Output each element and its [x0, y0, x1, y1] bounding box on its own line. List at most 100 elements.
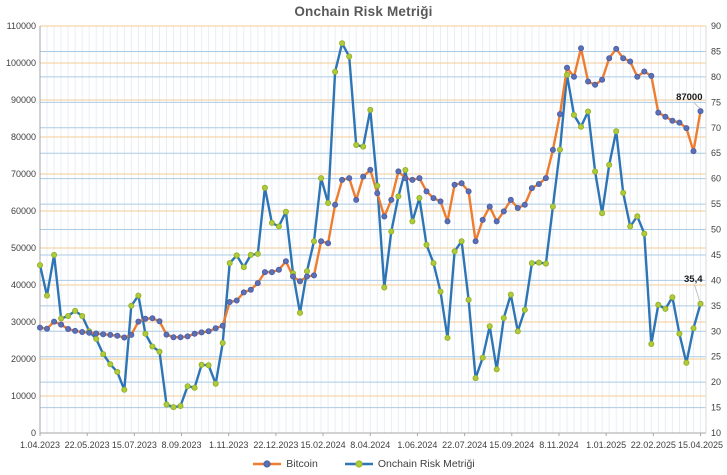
onchain-risk-marker — [381, 284, 388, 291]
onchain-risk-marker — [261, 184, 268, 191]
bitcoin-marker — [360, 173, 367, 180]
onchain-risk-marker — [669, 294, 676, 301]
onchain-risk-marker — [662, 305, 669, 312]
onchain-risk-marker — [170, 404, 177, 411]
onchain-risk-marker — [585, 108, 592, 115]
onchain-risk-marker — [620, 189, 627, 196]
onchain-risk-marker — [121, 386, 128, 393]
onchain-risk-marker — [641, 230, 648, 237]
bitcoin-marker — [163, 331, 170, 338]
x-tick-label: 1.01.2025 — [586, 440, 626, 450]
bitcoin-marker — [135, 318, 142, 325]
onchain-risk-marker — [613, 128, 620, 135]
onchain-risk-marker — [79, 312, 86, 319]
bitcoin-marker — [423, 188, 430, 195]
bitcoin-marker — [578, 45, 585, 52]
onchain-risk-marker — [93, 335, 100, 342]
right-axis-label: 10 — [711, 428, 721, 438]
onchain-risk-marker — [542, 260, 549, 267]
right-axis-label: 15 — [711, 403, 721, 413]
bitcoin-marker — [296, 278, 303, 285]
bitcoin-marker — [690, 148, 697, 155]
onchain-risk-marker — [430, 260, 437, 267]
bitcoin-marker — [346, 175, 353, 182]
onchain-risk-marker — [268, 219, 275, 226]
onchain-risk-marker — [458, 238, 465, 245]
bitcoin-marker — [275, 266, 282, 273]
onchain-risk-marker — [282, 208, 289, 215]
left-axis-label: 110000 — [7, 21, 36, 31]
bitcoin-marker — [37, 324, 44, 331]
x-tick-label: 8.11.2024 — [539, 440, 578, 450]
left-axis-label: 10000 — [11, 391, 36, 401]
onchain-risk-marker — [149, 343, 156, 350]
bitcoin-marker — [226, 298, 233, 305]
bitcoin-marker — [374, 190, 381, 197]
onchain-risk-marker — [72, 307, 79, 314]
right-axis-label: 70 — [711, 123, 721, 133]
onchain-risk-marker — [402, 166, 409, 173]
onchain-risk-marker — [198, 361, 205, 368]
bitcoin-marker — [310, 272, 317, 279]
onchain-risk-marker — [360, 143, 367, 150]
bitcoin-marker — [451, 181, 458, 188]
onchain-risk-marker — [507, 291, 514, 298]
bitcoin-marker — [465, 188, 472, 195]
onchain-risk-marker — [627, 223, 634, 230]
onchain-risk-marker — [592, 168, 599, 175]
left-axis-label: 30000 — [11, 317, 36, 327]
bitcoin-marker — [142, 315, 149, 322]
bitcoin-marker — [44, 325, 51, 332]
bitcoin-marker — [58, 321, 65, 328]
left-axis-label: 20000 — [11, 354, 36, 364]
bitcoin-marker — [634, 73, 641, 80]
onchain-risk-marker — [107, 361, 114, 368]
right-axis-label: 20 — [711, 377, 721, 387]
onchain-risk-marker — [156, 348, 163, 355]
x-tick-label: 8.04.2024 — [350, 440, 390, 450]
onchain-risk-marker — [451, 248, 458, 255]
onchain-risk-marker — [465, 296, 472, 303]
bitcoin-marker — [205, 328, 212, 335]
bitcoin-line-marker-icon — [253, 460, 282, 468]
onchain-risk-marker — [325, 199, 332, 206]
onchain-risk-marker — [374, 182, 381, 189]
onchain-risk-marker — [212, 380, 219, 387]
bitcoin-marker — [493, 218, 500, 225]
legend: Bitcoin Onchain Risk Metriği — [0, 455, 727, 473]
bitcoin-marker — [212, 325, 219, 332]
bitcoin-marker — [395, 168, 402, 175]
left-axis-label: 60000 — [11, 206, 36, 216]
left-axis-label: 0 — [31, 428, 36, 438]
bitcoin-marker — [528, 185, 535, 192]
onchain-risk-marker — [521, 306, 528, 313]
bitcoin-marker — [430, 195, 437, 202]
bitcoin-marker — [339, 176, 346, 183]
bitcoin-marker — [170, 334, 177, 341]
right-axis-label: 55 — [711, 199, 721, 209]
bitcoin-marker — [247, 286, 254, 293]
onchain-risk-marker — [486, 323, 493, 330]
x-tick-label: 15.02.2024 — [301, 440, 346, 450]
legend-label-onchain-risk: Onchain Risk Metriği — [377, 458, 475, 470]
bitcoin-marker — [121, 334, 128, 341]
x-tick-label: 15.04.2025 — [678, 440, 723, 450]
x-tick-label: 22.05.2023 — [65, 440, 110, 450]
left-axis-label: 90000 — [11, 95, 36, 105]
bitcoin-marker — [219, 322, 226, 329]
bitcoin-marker — [500, 208, 507, 215]
right-axis-label: 90 — [711, 21, 721, 31]
bitcoin-marker — [233, 297, 240, 304]
onchain-risk-marker — [500, 314, 507, 321]
bitcoin-marker — [332, 201, 339, 208]
onchain-risk-marker — [163, 401, 170, 408]
onchain-risk-marker — [367, 106, 374, 113]
bitcoin-marker — [662, 113, 669, 120]
left-axis-label: 50000 — [11, 243, 36, 253]
bitcoin-marker — [458, 180, 465, 187]
bitcoin-marker — [107, 331, 114, 338]
onchain-risk-marker — [65, 312, 72, 319]
bitcoin-marker — [648, 72, 655, 79]
onchain-risk-marker — [205, 362, 212, 369]
